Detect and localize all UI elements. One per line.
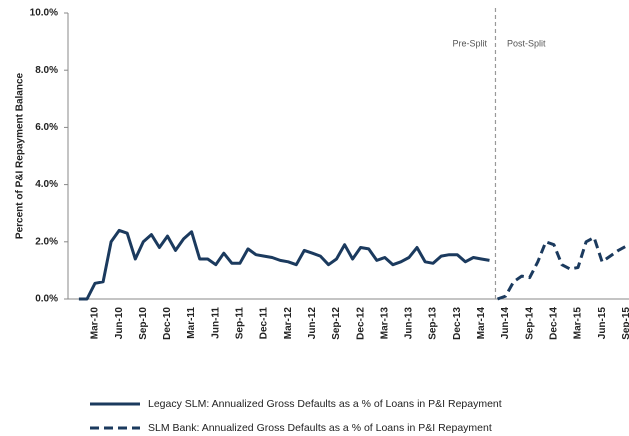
x-tick-label: Jun-12: [307, 307, 318, 340]
x-tick-label: Mar-12: [283, 307, 294, 340]
legend-label: SLM Bank: Annualized Gross Defaults as a…: [148, 422, 492, 434]
data-line: [78, 228, 490, 301]
data-line: [496, 236, 628, 301]
annotation: Post-Split: [507, 38, 546, 48]
x-tick-label: Jun-10: [114, 307, 125, 340]
x-tick-label: Sep-13: [428, 307, 439, 340]
x-tick-label: Dec-12: [355, 307, 366, 340]
x-tick-label: Mar-14: [476, 307, 487, 340]
y-tick-label: 2.0%: [35, 236, 58, 247]
annotation: Pre-Split: [452, 38, 487, 48]
y-tick-label: 8.0%: [35, 65, 58, 76]
legend-label: Legacy SLM: Annualized Gross Defaults as…: [148, 398, 502, 410]
x-tick-label: Jun-11: [210, 307, 221, 339]
y-tick-label: 6.0%: [35, 122, 58, 133]
y-tick-label: 0.0%: [35, 294, 58, 305]
x-tick-label: Mar-15: [573, 307, 584, 340]
x-tick-label: Sep-11: [235, 307, 246, 340]
x-tick-label: Mar-13: [379, 307, 390, 340]
x-tick-label: Sep-14: [524, 307, 535, 340]
y-tick-label: 4.0%: [35, 179, 58, 190]
y-tick-label: 10.0%: [30, 8, 58, 19]
x-tick-label: Dec-11: [259, 307, 270, 340]
x-tick-label: Sep-12: [331, 307, 342, 340]
x-tick-label: Sep-10: [138, 307, 149, 340]
x-tick-label: Jun-13: [404, 307, 415, 340]
y-axis-label: Percent of P&I Repayment Balance: [15, 72, 26, 239]
x-tick-label: Dec-14: [548, 307, 559, 340]
x-tick-label: Dec-10: [162, 307, 173, 340]
x-tick-label: Mar-11: [186, 307, 197, 339]
x-tick-label: Jun-14: [500, 307, 511, 340]
x-tick-label: Mar-10: [90, 307, 101, 340]
x-tick-label: Dec-13: [452, 307, 463, 340]
x-tick-label: Sep-15: [621, 307, 629, 340]
x-tick-label: Jun-15: [597, 307, 608, 340]
